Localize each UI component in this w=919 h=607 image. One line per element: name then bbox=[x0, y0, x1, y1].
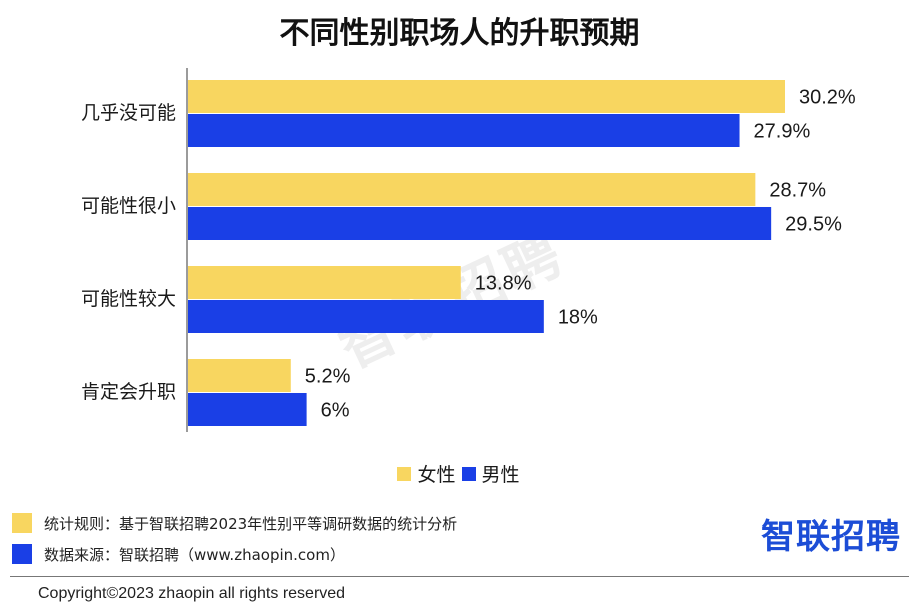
copyright-text: Copyright©2023 zhaopin all rights reserv… bbox=[38, 585, 346, 602]
category-label: 几乎没可能 bbox=[81, 102, 176, 124]
data-label: 27.9% bbox=[754, 121, 811, 143]
chart-title: 不同性别职场人的升职预期 bbox=[279, 16, 640, 51]
legend-item-female: 女性 bbox=[397, 460, 456, 487]
category-label: 肯定会升职 bbox=[81, 381, 176, 403]
data-label: 29.5% bbox=[785, 214, 842, 236]
category-label: 可能性较大 bbox=[81, 288, 176, 310]
footnotes: 统计规则：基于智联招聘2023年性别平等调研数据的统计分析 数据来源：智联招聘（… bbox=[12, 512, 457, 574]
legend: 女性 男性 bbox=[0, 460, 919, 487]
category-label: 可能性很小 bbox=[81, 195, 176, 217]
data-label: 6% bbox=[321, 400, 350, 422]
note-source-text: 数据来源：智联招聘（www.zhaopin.com） bbox=[44, 545, 345, 564]
bar-male bbox=[188, 207, 772, 240]
bar-female bbox=[188, 359, 291, 392]
data-label: 28.7% bbox=[769, 180, 826, 202]
bar-male bbox=[188, 300, 544, 333]
data-label: 30.2% bbox=[799, 87, 856, 109]
bar-female bbox=[188, 173, 756, 206]
note-rule-swatch bbox=[12, 513, 32, 533]
note-source-swatch bbox=[12, 544, 32, 564]
note-source: 数据来源：智联招聘（www.zhaopin.com） bbox=[12, 543, 457, 565]
bar-chart: 几乎没可能 30.2% 27.9% 可能性很小 28.7% 29.5% 可能性较大 13.8%… bbox=[81, 68, 856, 432]
note-rule-text: 统计规则：基于智联招聘2023年性别平等调研数据的统计分析 bbox=[44, 514, 458, 533]
legend-label-male: 男性 bbox=[481, 464, 520, 486]
data-label: 18% bbox=[558, 307, 598, 329]
bar-male bbox=[188, 393, 307, 426]
footer-divider bbox=[10, 576, 909, 577]
data-label: 5.2% bbox=[305, 366, 351, 388]
bar-male bbox=[188, 114, 740, 147]
data-label: 13.8% bbox=[475, 273, 532, 295]
legend-item-male: 男性 bbox=[461, 460, 520, 487]
bar-female bbox=[188, 80, 785, 113]
legend-label-female: 女性 bbox=[417, 464, 456, 486]
note-rule: 统计规则：基于智联招聘2023年性别平等调研数据的统计分析 bbox=[12, 512, 457, 534]
legend-swatch-female bbox=[397, 466, 412, 481]
legend-swatch-male bbox=[461, 466, 476, 481]
bar-female bbox=[188, 266, 461, 299]
brand-logo: 智联招聘 bbox=[761, 517, 901, 557]
